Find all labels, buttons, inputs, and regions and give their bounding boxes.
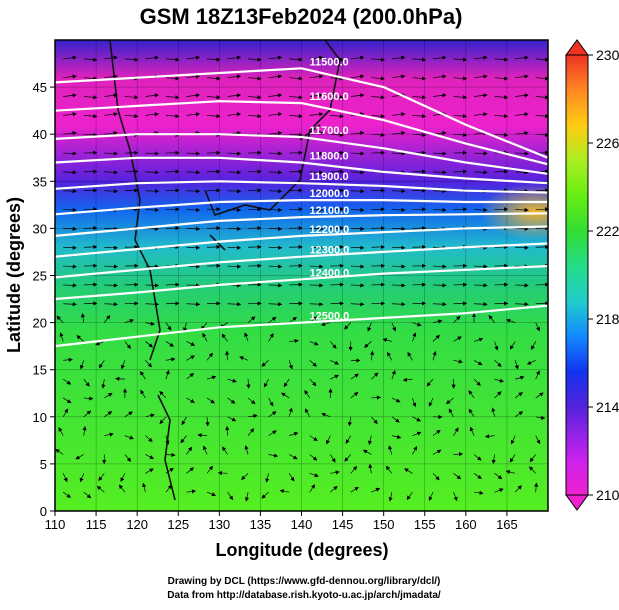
x-tick-label: 115 bbox=[86, 517, 107, 532]
contour-label: 12400.0 bbox=[310, 267, 350, 279]
x-tick-label: 130 bbox=[208, 517, 230, 532]
x-tick-label: 150 bbox=[373, 517, 395, 532]
x-tick-label: 135 bbox=[250, 517, 272, 532]
x-tick-label: 110 bbox=[45, 517, 66, 532]
y-tick-label: 5 bbox=[40, 457, 47, 472]
y-tick-label: 10 bbox=[33, 410, 47, 425]
contour-label: 11800.0 bbox=[310, 150, 349, 162]
colorbar-tick-label: 210 bbox=[596, 487, 619, 503]
credit-line-2: Data from http://database.rish.kyoto-u.a… bbox=[167, 590, 441, 601]
contour-label: 11900.0 bbox=[310, 171, 349, 183]
colorbar-tick-label: 214 bbox=[596, 399, 619, 415]
x-tick-label: 140 bbox=[291, 517, 313, 532]
y-tick-label: 25 bbox=[33, 269, 47, 284]
chart-title: GSM 18Z13Feb2024 (200.0hPa) bbox=[140, 4, 463, 29]
contour-label: 12200.0 bbox=[310, 224, 350, 236]
contour-label: 11500.0 bbox=[310, 56, 349, 68]
colorbar-tick-label: 222 bbox=[596, 223, 619, 239]
colorbar-top-arrow bbox=[566, 40, 588, 55]
y-tick-label: 0 bbox=[40, 504, 47, 519]
x-tick-label: 145 bbox=[332, 517, 354, 532]
colorbar: 210 214 218 222 226 230 bbox=[566, 40, 619, 510]
colorbar-tick-label: 226 bbox=[596, 135, 619, 151]
colorbar-bottom-arrow bbox=[566, 495, 588, 510]
x-tick-label: 120 bbox=[126, 517, 148, 532]
x-axis-label: Longitude (degrees) bbox=[215, 540, 388, 560]
y-tick-label: 35 bbox=[33, 174, 47, 189]
x-tick-label: 160 bbox=[455, 517, 477, 532]
contour-label: 12000.0 bbox=[310, 188, 350, 200]
x-tick-label: 165 bbox=[496, 517, 518, 532]
y-tick-label: 15 bbox=[33, 363, 47, 378]
colorbar-tick-label: 230 bbox=[596, 47, 619, 63]
contour-label: 11700.0 bbox=[310, 125, 349, 137]
contour-label: 12100.0 bbox=[310, 205, 350, 217]
y-tick-label: 45 bbox=[33, 80, 47, 95]
x-tick-label: 155 bbox=[414, 517, 436, 532]
x-axis-ticks: 110 115 120 125 130 135 140 145 150 155 160 165 bbox=[45, 511, 518, 532]
colorbar-ticks: 210 214 218 222 226 230 bbox=[588, 47, 619, 503]
contour-label: 12500.0 bbox=[310, 311, 350, 323]
y-tick-label: 20 bbox=[33, 316, 47, 331]
y-tick-label: 40 bbox=[33, 127, 47, 142]
contour-label: 11600.0 bbox=[310, 91, 349, 103]
credit-line-1: Drawing by DCL (https://www.gfd-dennou.o… bbox=[168, 576, 441, 587]
contour-label: 12300.0 bbox=[310, 245, 350, 257]
wind-arrow bbox=[219, 473, 228, 474]
x-tick-label: 125 bbox=[167, 517, 189, 532]
y-axis-ticks: 0 5 10 15 20 25 30 35 40 45 bbox=[33, 80, 55, 519]
colorbar-bar bbox=[566, 55, 588, 495]
y-tick-label: 30 bbox=[33, 221, 47, 236]
y-axis-label: Latitude (degrees) bbox=[4, 197, 24, 353]
colorbar-tick-label: 218 bbox=[596, 311, 619, 327]
